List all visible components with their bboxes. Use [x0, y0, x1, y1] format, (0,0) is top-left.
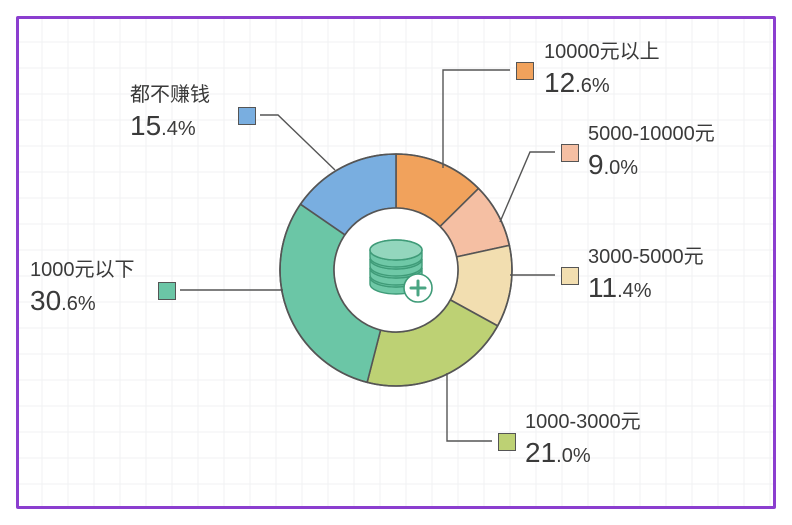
labels-layer: 10000元以上12.6% 5000-10000元9.0% 3000-5000元11…: [0, 0, 792, 525]
label-pct-gt10000: 12.6%: [544, 65, 660, 100]
label-pct-5k10k: 9.0%: [588, 147, 715, 182]
swatch-lt1000: [158, 282, 176, 300]
label-3k5k: 3000-5000元11.4%: [588, 245, 704, 305]
swatch-1k3k: [498, 433, 516, 451]
label-none: 都不赚钱15.4%: [130, 83, 210, 143]
label-title-3k5k: 3000-5000元: [588, 245, 704, 270]
label-pct-lt1000: 30.6%: [30, 283, 135, 318]
label-gt10000: 10000元以上12.6%: [544, 40, 660, 100]
label-pct-3k5k: 11.4%: [588, 270, 704, 305]
swatch-5k10k: [561, 144, 579, 162]
label-pct-none: 15.4%: [130, 108, 210, 143]
label-title-none: 都不赚钱: [130, 83, 210, 108]
label-pct-1k3k: 21.0%: [525, 435, 641, 470]
swatch-3k5k: [561, 267, 579, 285]
label-title-lt1000: 1000元以下: [30, 258, 135, 283]
label-5k10k: 5000-10000元9.0%: [588, 122, 715, 182]
swatch-none: [238, 107, 256, 125]
label-title-5k10k: 5000-10000元: [588, 122, 715, 147]
label-title-gt10000: 10000元以上: [544, 40, 660, 65]
label-1k3k: 1000-3000元21.0%: [525, 410, 641, 470]
label-title-1k3k: 1000-3000元: [525, 410, 641, 435]
label-lt1000: 1000元以下30.6%: [30, 258, 135, 318]
swatch-gt10000: [516, 62, 534, 80]
